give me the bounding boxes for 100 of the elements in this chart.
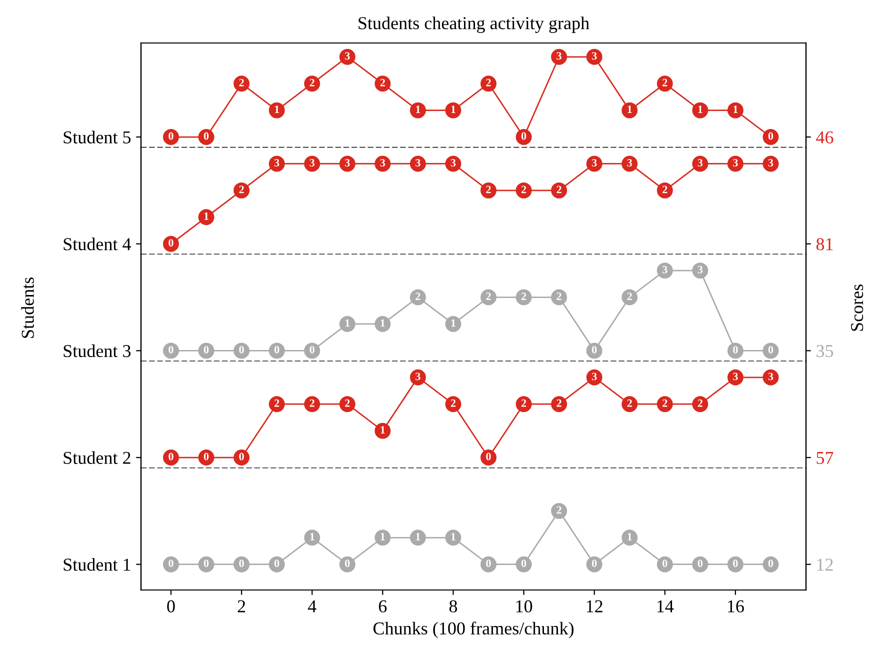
data-label: 2	[662, 78, 668, 86]
data-label: 1	[734, 106, 738, 113]
data-label: 2	[627, 399, 632, 407]
data-label: 1	[451, 319, 456, 327]
data-label: 2	[556, 186, 562, 194]
data-label: 1	[274, 106, 280, 113]
data-label: 1	[380, 319, 385, 327]
data-label: 3	[380, 159, 386, 167]
data-label: 3	[733, 372, 738, 380]
data-label: 0	[274, 560, 280, 568]
data-label: 0	[204, 452, 209, 460]
data-label: 1	[416, 106, 420, 113]
data-label: 3	[416, 159, 420, 167]
x-tick-label: 14	[657, 600, 674, 612]
data-label: 3	[698, 266, 703, 274]
data-label: 3	[662, 266, 668, 274]
y2-axis-title: Scores	[851, 284, 864, 331]
data-label: 1	[451, 532, 456, 540]
data-label: 0	[521, 560, 526, 568]
y-axis-title: Students	[21, 278, 34, 338]
data-label: 2	[521, 399, 526, 407]
data-label: 1	[416, 532, 420, 540]
data-label: 2	[486, 78, 491, 86]
data-label: 0	[204, 132, 209, 140]
data-label: 3	[733, 159, 738, 167]
data-label: 3	[627, 159, 632, 167]
data-label: 2	[450, 399, 456, 407]
data-label: 0	[168, 346, 174, 354]
data-label: 0	[345, 560, 350, 568]
data-label: 3	[345, 159, 350, 167]
data-label: 0	[592, 346, 597, 354]
data-label: 3	[768, 159, 774, 167]
x-tick-label: 0	[167, 600, 175, 612]
data-label: 2	[486, 292, 491, 300]
data-label: 1	[451, 106, 456, 113]
data-label: 1	[698, 106, 702, 113]
text: Student 4	[64, 238, 131, 250]
data-label: 2	[310, 399, 314, 407]
data-label: 0	[239, 560, 244, 568]
data-label: 0	[698, 560, 703, 568]
data-label: 0	[239, 452, 244, 460]
data-label: 2	[556, 506, 562, 514]
text: 35	[816, 344, 834, 358]
data-label: 3	[345, 52, 350, 60]
data-label: 3	[592, 159, 597, 167]
text: Student 5	[64, 130, 131, 144]
x-axis-title: Chunks (100 frames/chunk)	[373, 622, 574, 638]
data-label: 0	[733, 560, 738, 568]
data-label: 2	[239, 78, 244, 86]
data-label: 2	[662, 399, 668, 407]
data-label: 2	[662, 186, 668, 194]
data-label: 2	[521, 186, 526, 194]
data-label: 1	[628, 106, 632, 113]
text: 81	[816, 238, 833, 250]
x-tick-label: 8	[449, 600, 458, 612]
data-label: 0	[310, 346, 314, 354]
data-label: 2	[556, 399, 562, 407]
data-label: 3	[768, 372, 774, 380]
data-label: 2	[239, 186, 244, 194]
data-label: 1	[380, 532, 385, 540]
data-label: 0	[592, 560, 597, 568]
x-tick-label: 6	[378, 600, 387, 612]
data-label: 0	[168, 452, 174, 460]
data-label: 3	[592, 372, 597, 380]
data-label: 3	[416, 372, 420, 380]
data-label: 3	[310, 159, 314, 167]
x-tick-label: 2	[238, 600, 246, 612]
data-label: 2	[486, 186, 491, 194]
chart-title: Students cheating activity graph	[358, 16, 590, 34]
data-label: 0	[168, 239, 174, 247]
data-label: 0	[768, 132, 774, 140]
data-label: 2	[274, 399, 280, 407]
data-label: 2	[698, 399, 702, 407]
text: Student 3	[64, 344, 131, 358]
data-label: 0	[239, 346, 244, 354]
text: Student 2	[64, 451, 130, 464]
x-tick-label: 10	[516, 600, 532, 612]
x-tick-label: 12	[586, 600, 602, 612]
data-label: 3	[592, 52, 597, 60]
data-label: 1	[345, 319, 350, 327]
data-label: 0	[768, 560, 774, 568]
data-label: 3	[274, 159, 280, 167]
data-label: 0	[733, 346, 738, 354]
data-label: 0	[768, 346, 774, 354]
data-label: 2	[627, 292, 632, 300]
data-label: 0	[486, 452, 491, 460]
data-label: 2	[380, 78, 385, 86]
data-label: 0	[486, 560, 491, 568]
data-label: 3	[556, 52, 562, 60]
x-tick-label: 16	[728, 600, 744, 612]
data-label: 2	[345, 399, 350, 407]
text: 46	[816, 131, 834, 144]
data-label: 0	[204, 560, 209, 568]
data-label: 0	[168, 560, 174, 568]
data-label: 2	[556, 292, 562, 300]
data-label: 2	[310, 78, 314, 86]
data-label: 2	[521, 292, 526, 300]
data-label: 1	[380, 426, 385, 434]
text: Student 1	[64, 558, 130, 571]
data-label: 1	[628, 532, 632, 540]
